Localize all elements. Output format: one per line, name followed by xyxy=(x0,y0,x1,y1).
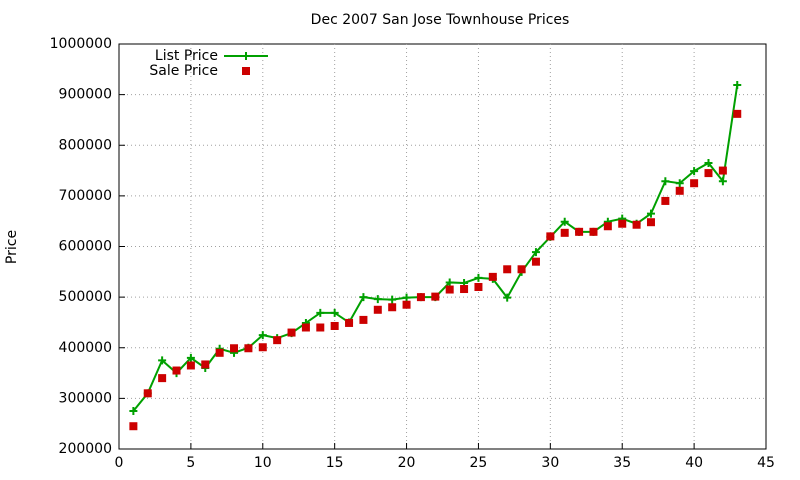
point-marker xyxy=(503,265,512,274)
point-marker xyxy=(618,219,627,228)
point-marker xyxy=(172,366,181,375)
legend-swatch xyxy=(242,52,250,60)
y-tick-label: 800000 xyxy=(59,137,112,153)
y-tick-label: 900000 xyxy=(59,87,112,103)
point-marker xyxy=(373,305,382,314)
point-marker xyxy=(460,285,469,294)
point-marker xyxy=(402,293,411,302)
series-line xyxy=(132,84,739,412)
x-tick-label: 40 xyxy=(685,455,703,471)
y-tick-label: 200000 xyxy=(59,441,112,457)
point-marker xyxy=(316,308,325,317)
point-marker xyxy=(474,283,483,291)
point-marker xyxy=(704,169,713,178)
y-tick-label: 300000 xyxy=(59,390,112,406)
point-marker xyxy=(646,218,655,227)
y-tick-label: 1000000 xyxy=(50,36,112,52)
point-marker xyxy=(215,348,224,357)
point-marker xyxy=(359,293,368,302)
point-marker xyxy=(675,179,684,188)
point-marker xyxy=(733,109,742,118)
point-marker xyxy=(330,321,339,330)
point-marker xyxy=(258,331,267,340)
point-marker xyxy=(388,295,397,304)
point-marker xyxy=(690,179,699,188)
point-marker xyxy=(718,166,727,175)
point-marker xyxy=(201,360,210,369)
y-tick-label: 500000 xyxy=(59,289,112,305)
y-tick-label: 400000 xyxy=(59,340,112,356)
legend-label: List Price xyxy=(155,48,218,64)
point-marker xyxy=(675,186,684,195)
point-marker xyxy=(575,227,584,236)
point-marker xyxy=(531,248,540,257)
point-marker xyxy=(546,232,555,241)
y-tick-label: 700000 xyxy=(59,188,112,204)
point-marker xyxy=(661,177,670,186)
point-marker xyxy=(589,227,598,236)
x-tick-label: 15 xyxy=(326,455,344,471)
point-marker xyxy=(445,278,454,287)
point-marker xyxy=(129,407,138,416)
y-axis-label: Price xyxy=(4,230,20,264)
y-tick-label: 600000 xyxy=(59,239,112,255)
point-marker xyxy=(445,285,454,294)
point-marker xyxy=(474,273,483,282)
point-marker xyxy=(517,265,526,274)
plot-frame xyxy=(118,43,767,450)
point-marker xyxy=(129,422,138,431)
point-marker xyxy=(301,323,310,332)
point-marker xyxy=(230,344,239,353)
point-marker xyxy=(345,318,354,327)
point-marker xyxy=(186,353,195,362)
x-tick-label: 30 xyxy=(541,455,559,471)
point-marker xyxy=(646,209,655,218)
x-tick-label: 10 xyxy=(254,455,272,471)
point-marker xyxy=(416,293,425,302)
point-marker xyxy=(287,328,296,337)
point-marker xyxy=(402,300,411,309)
point-marker xyxy=(158,374,167,383)
point-marker xyxy=(273,336,282,345)
legend-label: Sale Price xyxy=(149,63,218,79)
point-marker xyxy=(503,293,512,302)
point-marker xyxy=(186,361,195,370)
point-marker xyxy=(316,323,325,332)
point-marker xyxy=(661,196,670,205)
x-tick-label: 25 xyxy=(470,455,488,471)
point-marker xyxy=(704,158,713,167)
point-marker xyxy=(330,308,339,317)
point-marker xyxy=(733,81,742,90)
point-marker xyxy=(158,356,167,365)
point-marker xyxy=(373,295,382,304)
point-marker xyxy=(690,167,699,176)
x-tick-label: 20 xyxy=(398,455,416,471)
point-marker xyxy=(531,257,540,266)
point-marker xyxy=(603,222,612,231)
x-tick-label: 35 xyxy=(613,455,631,471)
x-tick-label: 0 xyxy=(115,455,124,471)
point-marker xyxy=(560,217,569,226)
chart-title: Dec 2007 San Jose Townhouse Prices xyxy=(311,12,570,28)
point-marker xyxy=(431,292,440,301)
point-marker xyxy=(388,303,397,312)
point-marker xyxy=(632,220,641,229)
x-tick-label: 45 xyxy=(757,455,775,471)
point-marker xyxy=(718,177,727,186)
point-marker xyxy=(143,389,152,398)
point-marker xyxy=(359,315,368,324)
x-tick-label: 5 xyxy=(186,455,195,471)
point-marker xyxy=(258,343,267,352)
point-marker xyxy=(488,272,497,281)
point-marker xyxy=(560,228,569,237)
point-marker xyxy=(244,344,253,353)
legend-swatch xyxy=(242,67,250,75)
